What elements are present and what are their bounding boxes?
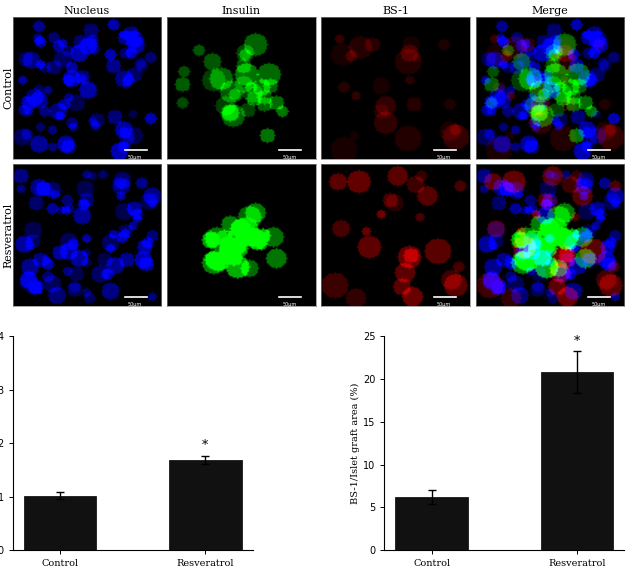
Y-axis label: Resveratrol: Resveratrol xyxy=(4,203,13,268)
Bar xyxy=(169,460,241,550)
Text: 50μm: 50μm xyxy=(282,303,297,308)
Text: *: * xyxy=(202,439,208,452)
Title: BS-1: BS-1 xyxy=(382,6,409,17)
Bar xyxy=(541,372,613,550)
Text: 50μm: 50μm xyxy=(437,303,451,308)
Title: Insulin: Insulin xyxy=(222,6,261,17)
Title: Nucleus: Nucleus xyxy=(64,6,110,17)
Bar xyxy=(396,497,468,550)
Text: 50μm: 50μm xyxy=(282,155,297,160)
Text: 50μm: 50μm xyxy=(591,303,605,308)
Y-axis label: BS-1/Islet graft area (%): BS-1/Islet graft area (%) xyxy=(351,382,360,504)
Text: 50μm: 50μm xyxy=(437,155,451,160)
Text: *: * xyxy=(574,335,580,348)
Bar xyxy=(24,496,96,550)
Text: 50μm: 50μm xyxy=(591,155,605,160)
Text: 50μm: 50μm xyxy=(128,303,142,308)
Text: 50μm: 50μm xyxy=(128,155,142,160)
Y-axis label: Control: Control xyxy=(4,67,13,109)
Title: Merge: Merge xyxy=(532,6,568,17)
